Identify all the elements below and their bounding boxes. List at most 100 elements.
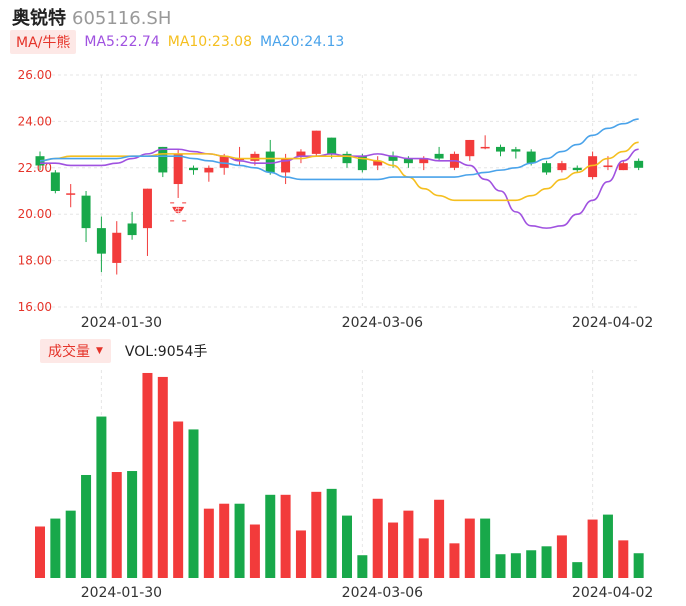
x-tick-label: 2024-04-02 <box>572 585 653 601</box>
volume-bar <box>464 518 475 578</box>
candle-body <box>158 146 168 173</box>
volume-bar <box>449 543 460 578</box>
volume-bar <box>188 429 199 578</box>
volume-bar <box>96 416 107 578</box>
candle-body <box>265 151 275 173</box>
ma5-legend: MA5:22.74 <box>84 34 160 50</box>
x-tick-label: 2024-01-30 <box>81 585 162 601</box>
candle-body <box>250 153 260 161</box>
volume-bar <box>111 472 122 578</box>
volume-bar <box>526 550 537 578</box>
y-tick-label: 18.00 <box>18 254 52 268</box>
volume-bar <box>65 510 76 578</box>
candle-body <box>373 160 383 166</box>
volume-bar <box>249 524 260 578</box>
volume-bar <box>633 553 644 578</box>
volume-bar <box>234 503 245 578</box>
candle-body <box>204 167 214 173</box>
volume-bar <box>127 471 138 578</box>
volume-indicator-button[interactable]: 成交量 ▼ <box>40 339 111 363</box>
candle-body <box>96 228 106 254</box>
volume-bar <box>35 526 45 578</box>
badge-glyph: 牛 <box>175 206 182 215</box>
volume-bar <box>372 498 383 578</box>
volume-bar <box>280 494 291 578</box>
volume-bar <box>342 515 352 578</box>
ma-line-ma20 <box>39 118 639 181</box>
candle-body <box>526 151 536 164</box>
ma10-legend: MA10:23.08 <box>167 34 253 50</box>
ma-legend: MA/牛熊 MA5:22.74 MA10:23.08 MA20:24.13 <box>10 30 352 54</box>
candle-body <box>311 130 321 154</box>
y-tick-label: 16.00 <box>18 300 52 314</box>
volume-bar <box>434 499 445 578</box>
volume-bar <box>587 519 598 578</box>
x-tick-label: 2024-04-02 <box>572 315 653 331</box>
volume-bar <box>556 535 567 578</box>
volume-bar <box>403 510 414 578</box>
volume-value: VOL:9054手 <box>124 344 208 360</box>
candle-body <box>403 158 413 164</box>
volume-bar <box>203 508 214 578</box>
ma-bull-bear-button[interactable]: MA/牛熊 <box>10 30 77 54</box>
volume-bar <box>157 376 168 578</box>
volume-legend: 成交量 ▼ VOL:9054手 <box>40 339 208 363</box>
volume-bar <box>480 518 491 578</box>
volume-bar <box>219 503 230 578</box>
candle-body <box>434 153 444 159</box>
candle-body <box>50 172 60 191</box>
candle-body <box>419 158 429 164</box>
candle-body <box>281 158 291 173</box>
candle-body <box>388 156 398 161</box>
volume-bar <box>311 491 322 578</box>
candle-body <box>66 193 76 195</box>
candle-body <box>219 156 229 168</box>
volume-bar <box>572 562 583 578</box>
candle-body <box>173 153 183 185</box>
candle-body <box>496 146 505 152</box>
volume-bar <box>388 522 399 578</box>
volume-bar <box>50 518 61 578</box>
volume-bar <box>618 540 629 578</box>
volume-bar <box>602 514 613 578</box>
volume-bar <box>81 474 92 578</box>
volume-bar <box>510 553 521 578</box>
candle-body <box>142 188 152 229</box>
candle-body <box>112 232 122 263</box>
candle-body <box>327 137 337 154</box>
stock-code: 605116.SH <box>72 8 172 29</box>
candle-body <box>511 149 521 152</box>
volume-bar <box>142 372 153 578</box>
stock-header: 奥锐特 605116.SH <box>12 4 172 29</box>
volume-bar <box>495 554 506 578</box>
candle-body <box>357 156 367 171</box>
candle-body <box>465 139 475 157</box>
y-tick-label: 20.00 <box>18 207 52 221</box>
candle-body <box>603 165 613 167</box>
volume-bar <box>418 538 429 578</box>
stock-name: 奥锐特 <box>12 8 66 29</box>
candle-body <box>342 153 352 164</box>
volume-bar <box>326 488 337 578</box>
y-tick-label: 24.00 <box>18 114 52 128</box>
x-tick-label: 2024-03-06 <box>342 585 423 601</box>
candle-body <box>588 156 598 178</box>
candle-body <box>634 160 644 168</box>
candle-body <box>189 167 198 171</box>
x-tick-label: 2024-03-06 <box>342 315 423 331</box>
x-tick-label: 2024-01-30 <box>81 315 162 331</box>
candle-body <box>127 223 137 236</box>
caret-down-icon: ▼ <box>96 346 103 356</box>
bull-badge-icon: 牛 <box>170 202 187 222</box>
volume-bar <box>357 555 368 578</box>
volume-bar <box>541 546 552 578</box>
candle-body <box>618 163 628 171</box>
volume-bar <box>265 494 276 578</box>
candle-body <box>572 167 582 171</box>
volume-bar <box>173 421 184 578</box>
candle-body <box>557 163 567 171</box>
candle-body <box>480 146 490 149</box>
badge-shield <box>172 206 185 214</box>
volume-bar <box>295 530 306 578</box>
